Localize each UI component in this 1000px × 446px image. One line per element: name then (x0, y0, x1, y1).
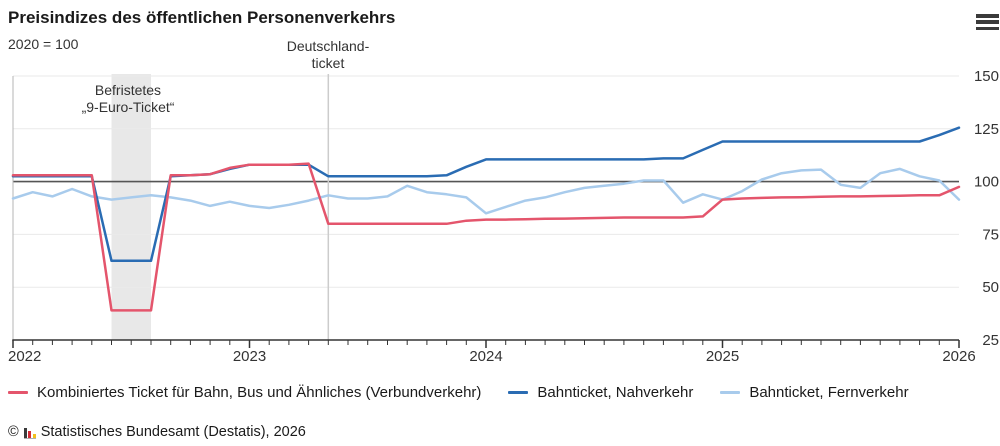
menu-bar (976, 20, 999, 24)
source-text: Statistisches Bundesamt (Destatis), 2026 (40, 424, 306, 440)
legend-dash-red (8, 391, 28, 394)
x-axis-ticks (12, 340, 960, 348)
y-axis-labels: 150 125 100 75 50 25 (974, 68, 999, 349)
legend-dash-lightblue (720, 391, 741, 394)
legend-item-fernverkehr[interactable]: Bahnticket, Fernverkehr (720, 384, 909, 401)
legend-item-nahverkehr[interactable]: Bahnticket, Nahverkehr (508, 384, 693, 401)
series-line-nahverkehr (11, 126, 961, 263)
series-line-verbundverkehr (11, 162, 961, 312)
deutschlandticket-annotation: Deutschland- ticket (286, 38, 370, 71)
y-tick-label-25: 25 (982, 332, 999, 349)
destatis-logo-icon (23, 426, 36, 439)
legend-item-verbundverkehr[interactable]: Kombiniertes Ticket für Bahn, Bus und Äh… (8, 384, 481, 401)
index-base-label: 2020 = 100 (8, 36, 79, 52)
nine-euro-ticket-annotation: Befristetes „9-Euro-Ticket“ (81, 82, 175, 115)
source-line: © Statistisches Bundesamt (Destatis), 20… (8, 424, 306, 440)
legend-dash-darkblue (508, 391, 529, 394)
menu-bar (976, 26, 999, 31)
y-tick-label-75: 75 (982, 226, 999, 243)
x-axis-labels: 2022 2023 2024 2025 2026 (8, 348, 976, 365)
legend-label: Kombiniertes Ticket für Bahn, Bus und Äh… (37, 384, 482, 401)
series-line-fernverkehr (11, 167, 961, 215)
copyright-sign: © (8, 424, 19, 440)
legend: Kombiniertes Ticket für Bahn, Bus und Äh… (8, 384, 909, 401)
y-tick-label-100: 100 (974, 174, 999, 191)
legend-label: Bahnticket, Fernverkehr (749, 384, 909, 401)
menu-bar (976, 14, 999, 18)
y-tick-label-150: 150 (974, 68, 999, 85)
page-title: Preisindizes des öffentlichen Personenve… (8, 8, 396, 27)
y-tick-label-50: 50 (982, 279, 999, 296)
x-tick-label-2025: 2025 (706, 348, 739, 365)
price-index-line-chart: 2022 2023 2024 2025 2026 150 125 100 75 50 25 (8, 68, 999, 365)
x-tick-label-2023: 2023 (233, 348, 266, 365)
series-lines (11, 126, 961, 312)
x-tick-label-2022: 2022 (8, 348, 41, 365)
x-tick-label-2026: 2026 (942, 348, 975, 365)
legend-label: Bahnticket, Nahverkehr (537, 384, 694, 401)
y-tick-label-125: 125 (974, 121, 999, 138)
menu-icon[interactable] (976, 14, 999, 33)
nine-euro-band (111, 74, 151, 340)
x-tick-label-2024: 2024 (469, 348, 502, 365)
